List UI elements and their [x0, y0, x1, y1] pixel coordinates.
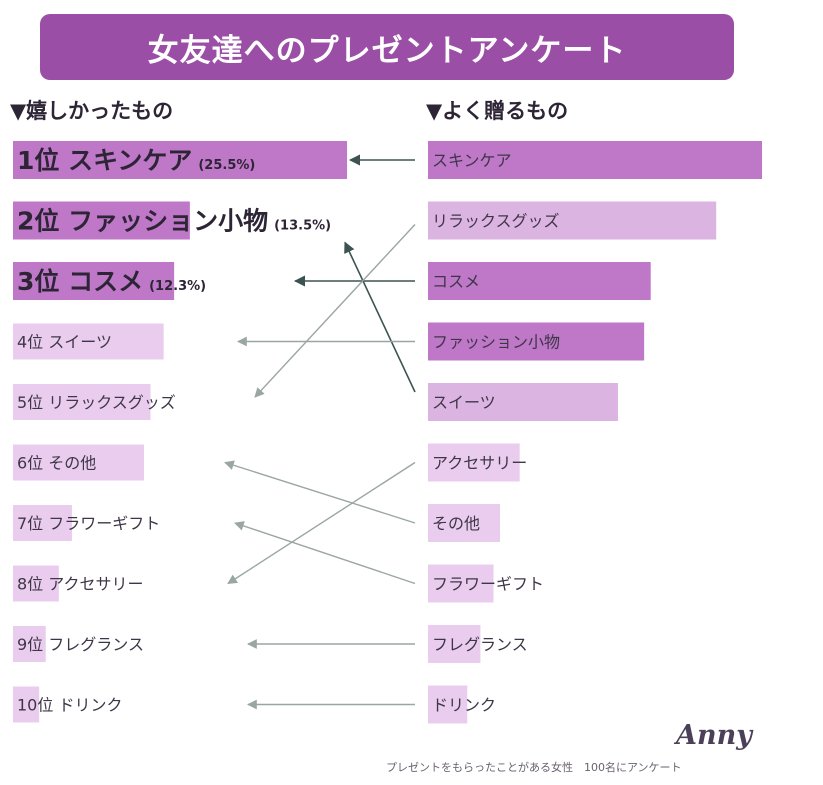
right-bar: [428, 322, 645, 361]
left-bar: [13, 565, 59, 602]
connector-arrow: [234, 521, 416, 585]
anny-logo: Anny: [676, 720, 752, 751]
right-label: その他: [432, 514, 480, 533]
left-bar: [13, 141, 348, 179]
right-label: スキンケア: [432, 151, 512, 170]
right-column-header: ▼よく贈るもの: [426, 99, 569, 123]
left-label: 6位 その他: [17, 454, 96, 473]
left-bar: [13, 444, 144, 481]
left-label: 2位 ファッション小物 (13.5%): [17, 207, 331, 236]
right-label: リラックスグッズ: [432, 212, 560, 231]
left-bar: [13, 384, 151, 420]
left-bar: [13, 323, 164, 360]
left-bar: [13, 686, 40, 723]
connector-arrow: [254, 224, 416, 398]
right-bar: [428, 141, 763, 179]
right-label: コスメ: [432, 272, 480, 291]
right-label: ファッション小物: [432, 333, 560, 352]
left-label: 1位 スキンケア (25.5%): [17, 146, 255, 175]
survey-footnote: プレゼントをもらったことがある女性 100名にアンケート: [386, 761, 682, 774]
left-bar: [13, 201, 190, 240]
right-bar: [428, 625, 481, 663]
left-label: 4位 スイーツ: [17, 333, 112, 352]
left-label: 3位 コスメ (12.3%): [17, 267, 206, 296]
left-bar: [13, 505, 72, 541]
left-label: 5位 リラックスグッズ: [17, 393, 176, 412]
left-label: 10位 ドリンク: [17, 696, 122, 715]
left-label: 7位 フラワーギフト: [17, 514, 160, 533]
right-label: アクセサリー: [432, 454, 527, 473]
left-label: 8位 アクセサリー: [17, 575, 143, 594]
chart-title: 女友達へのプレゼントアンケート: [147, 32, 627, 69]
connector-arrow: [344, 241, 416, 393]
right-bar: [428, 262, 651, 300]
right-bar: [428, 685, 468, 724]
left-bar: [13, 626, 46, 662]
right-label: スイーツ: [432, 393, 496, 412]
connector-arrow: [227, 461, 416, 585]
right-bar: [428, 201, 717, 240]
right-bar: [428, 564, 494, 603]
left-column-header: ▼嬉しかったもの: [10, 99, 174, 123]
right-label: フレグランス: [432, 635, 528, 654]
connector-arrow: [224, 460, 416, 524]
right-label: フラワーギフト: [432, 575, 544, 594]
title-banner: 女友達へのプレゼントアンケート: [40, 14, 734, 80]
right-bar: [428, 383, 618, 421]
left-bar: [13, 262, 175, 300]
right-bar: [428, 443, 520, 482]
right-label: ドリンク: [432, 696, 496, 715]
left-label: 9位 フレグランス: [17, 635, 144, 654]
right-bar: [428, 504, 501, 542]
